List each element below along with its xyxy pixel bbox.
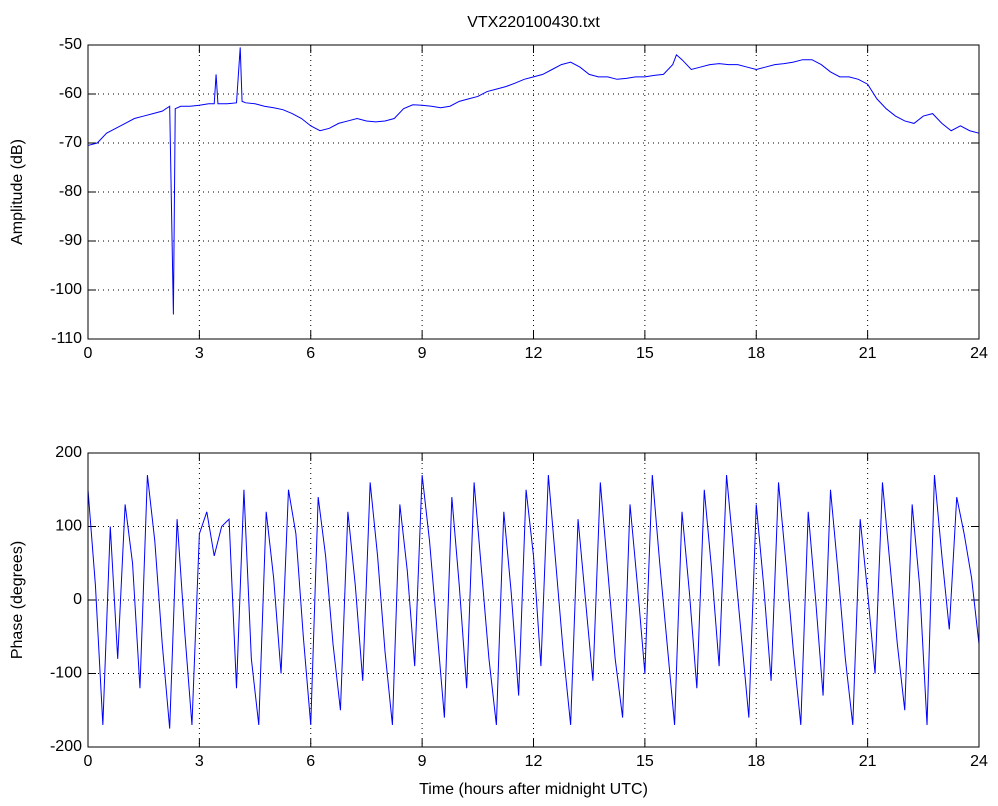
y-axis-label: Amplitude (dB) <box>9 139 26 245</box>
y-tick-label: 100 <box>55 518 82 535</box>
y-tick-label: -100 <box>50 665 82 682</box>
y-axis-label: Phase (degrees) <box>9 541 26 659</box>
x-tick-label: 6 <box>306 345 315 362</box>
x-tick-label: 3 <box>195 753 204 770</box>
y-tick-label: -200 <box>50 738 82 755</box>
y-tick-label: -80 <box>59 183 82 200</box>
x-tick-label: 0 <box>84 345 93 362</box>
x-tick-label: 21 <box>859 345 877 362</box>
y-tick-label: -100 <box>50 281 82 298</box>
x-axis-label: Time (hours after midnight UTC) <box>419 781 648 798</box>
x-tick-label: 18 <box>747 753 765 770</box>
x-tick-label: 0 <box>84 753 93 770</box>
y-tick-label: -50 <box>59 36 82 53</box>
y-tick-label: -110 <box>51 330 82 347</box>
data-line <box>87 47 980 315</box>
x-tick-label: 24 <box>970 345 988 362</box>
x-tick-label: 18 <box>747 345 765 362</box>
data-line <box>87 474 980 729</box>
axes-frame <box>87 44 980 340</box>
x-tick-label: 12 <box>525 345 543 362</box>
x-tick-label: 6 <box>306 753 315 770</box>
y-tick-label: -60 <box>59 85 82 102</box>
x-tick-label: 9 <box>418 345 427 362</box>
y-tick-label: 200 <box>55 444 82 461</box>
chart-title: VTX220100430.txt <box>467 14 600 31</box>
x-tick-label: 9 <box>418 753 427 770</box>
x-tick-label: 21 <box>859 753 877 770</box>
x-tick-label: 3 <box>195 345 204 362</box>
y-tick-label: -90 <box>59 232 82 249</box>
y-tick-label: 0 <box>73 591 82 608</box>
x-tick-label: 15 <box>636 345 654 362</box>
x-tick-label: 24 <box>970 753 988 770</box>
x-tick-label: 15 <box>636 753 654 770</box>
y-tick-label: -70 <box>59 134 82 151</box>
x-tick-label: 12 <box>525 753 543 770</box>
axes-frame <box>87 452 980 748</box>
